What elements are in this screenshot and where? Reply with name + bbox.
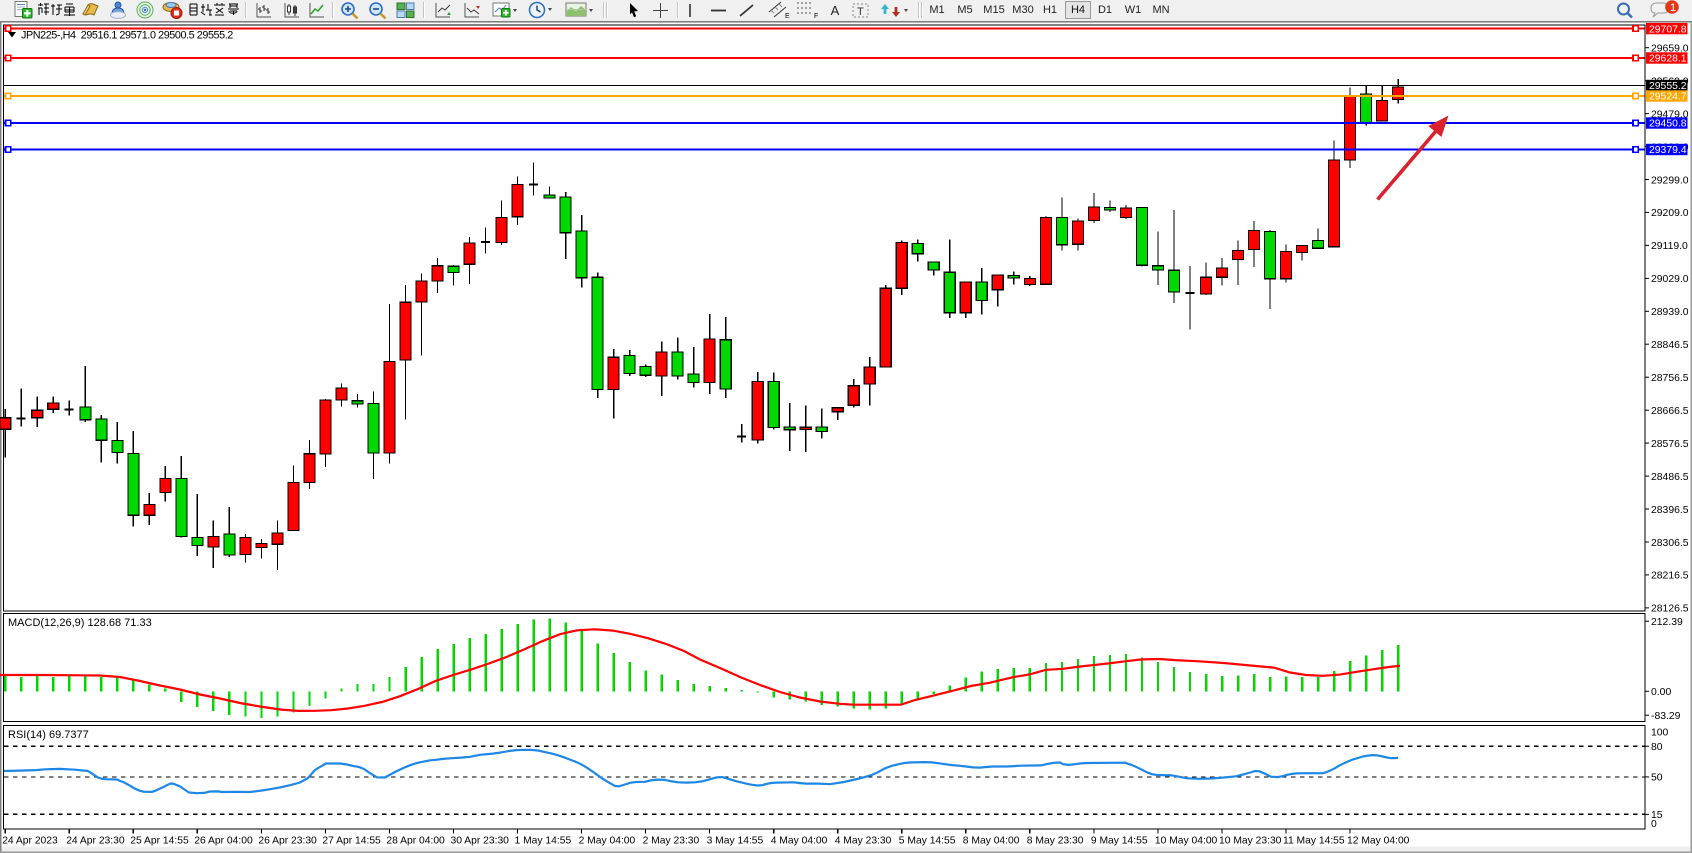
svg-text:T: T — [857, 6, 864, 18]
svg-text:29524.7: 29524.7 — [1649, 92, 1687, 103]
svg-text:5 May 14:55: 5 May 14:55 — [899, 836, 956, 847]
svg-text:9 May 14:55: 9 May 14:55 — [1091, 836, 1148, 847]
svg-text:E: E — [785, 13, 790, 19]
svg-text:26 Apr 04:00: 26 Apr 04:00 — [194, 836, 253, 847]
svg-text:28306.5: 28306.5 — [1651, 538, 1689, 549]
svg-text:28126.5: 28126.5 — [1651, 604, 1689, 615]
svg-text:28939.0: 28939.0 — [1651, 307, 1689, 318]
svg-text:3 May 14:55: 3 May 14:55 — [707, 836, 764, 847]
svg-text:28486.5: 28486.5 — [1651, 472, 1689, 483]
svg-text:JPN225-,H4 29516.1 29571.0 29: JPN225-,H4 29516.1 29571.0 29500.5 29555… — [21, 30, 233, 42]
svg-text:212.39: 212.39 — [1651, 617, 1683, 628]
svg-text:1 May 14:55: 1 May 14:55 — [515, 836, 572, 847]
svg-text:29119.0: 29119.0 — [1651, 241, 1688, 252]
svg-text:29029.0: 29029.0 — [1651, 274, 1689, 285]
svg-text:2 May 23:30: 2 May 23:30 — [643, 836, 700, 847]
svg-text:0: 0 — [1651, 819, 1657, 830]
svg-text:29450.8: 29450.8 — [1649, 119, 1687, 130]
svg-text:30 Apr 23:30: 30 Apr 23:30 — [451, 836, 510, 847]
svg-text:MACD(12,26,9) 128.68 71.33: MACD(12,26,9) 128.68 71.33 — [8, 617, 152, 629]
svg-text:8 May 23:30: 8 May 23:30 — [1027, 836, 1084, 847]
svg-text:28216.5: 28216.5 — [1651, 571, 1689, 582]
svg-text:29379.4: 29379.4 — [1649, 145, 1687, 156]
svg-text:28666.5: 28666.5 — [1651, 406, 1689, 417]
svg-text:28846.5: 28846.5 — [1651, 340, 1689, 351]
svg-text:RSI(14) 69.7377: RSI(14) 69.7377 — [8, 729, 89, 741]
svg-text:2 May 04:00: 2 May 04:00 — [579, 836, 636, 847]
svg-text:F: F — [814, 13, 818, 19]
svg-text:24 Apr 2023: 24 Apr 2023 — [2, 836, 58, 847]
svg-text:80: 80 — [1651, 742, 1663, 753]
svg-text:29707.8: 29707.8 — [1649, 24, 1687, 35]
svg-text:10 May 23:30: 10 May 23:30 — [1219, 836, 1282, 847]
svg-text:29479.0: 29479.0 — [1651, 109, 1689, 120]
svg-text:10 May 04:00: 10 May 04:00 — [1155, 836, 1218, 847]
svg-text:25 Apr 14:55: 25 Apr 14:55 — [130, 836, 189, 847]
svg-text:50: 50 — [1651, 773, 1663, 784]
svg-text:29209.0: 29209.0 — [1651, 208, 1689, 219]
svg-text:24 Apr 23:30: 24 Apr 23:30 — [66, 836, 125, 847]
svg-text:28396.5: 28396.5 — [1651, 505, 1689, 516]
svg-text:1: 1 — [1670, 2, 1676, 14]
svg-text:4 May 04:00: 4 May 04:00 — [771, 836, 828, 847]
svg-text:29299.0: 29299.0 — [1651, 175, 1689, 186]
svg-text:28 Apr 04:00: 28 Apr 04:00 — [386, 836, 445, 847]
svg-text:29628.1: 29628.1 — [1649, 54, 1687, 65]
svg-text:4 May 23:30: 4 May 23:30 — [835, 836, 892, 847]
svg-text:29659.0: 29659.0 — [1651, 44, 1689, 55]
svg-text:28576.5: 28576.5 — [1651, 439, 1689, 450]
svg-text:29555.2: 29555.2 — [1649, 81, 1687, 92]
svg-text:26 Apr 23:30: 26 Apr 23:30 — [258, 836, 317, 847]
svg-text:27 Apr 14:55: 27 Apr 14:55 — [322, 836, 381, 847]
svg-text:100: 100 — [1651, 727, 1669, 738]
svg-text:8 May 04:00: 8 May 04:00 — [963, 836, 1020, 847]
svg-text:11 May 14:55: 11 May 14:55 — [1283, 836, 1345, 847]
svg-text:0.00: 0.00 — [1651, 687, 1671, 698]
svg-text:-83.29: -83.29 — [1651, 711, 1681, 722]
svg-text:12 May 04:00: 12 May 04:00 — [1347, 836, 1410, 847]
svg-text:28756.5: 28756.5 — [1651, 373, 1689, 384]
svg-text:15: 15 — [1651, 810, 1663, 821]
